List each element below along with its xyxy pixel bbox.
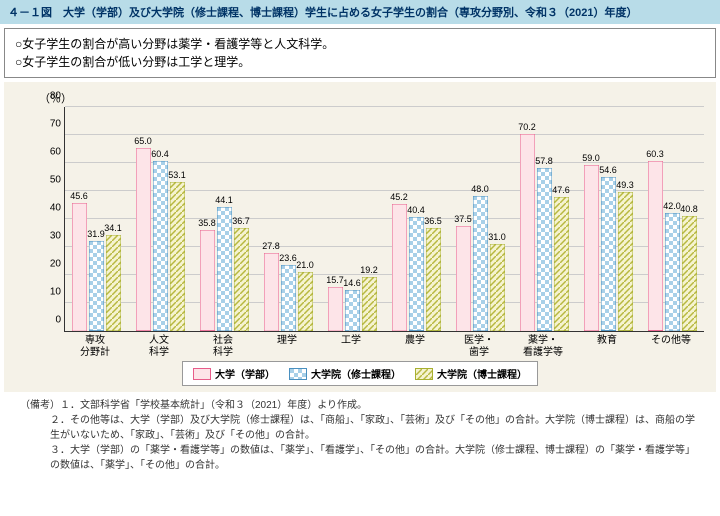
legend-label: 大学院（博士課程） [437, 366, 527, 381]
legend-label: 大学院（修士課程） [311, 366, 401, 381]
figure-title: ４－１図 大学（学部）及び大学院（修士課程、博士課程）学生に占める女子学生の割合… [0, 0, 720, 24]
note-line: １．文部科学省「学校基本統計」（令和３（2021）年度）より作成。 [60, 398, 367, 413]
chart-area: （％） 0102030405060708045.631.934.1専攻分野計65… [4, 82, 716, 392]
legend: 大学（学部） 大学院（修士課程） 大学院（博士課程） [182, 361, 538, 386]
bar-chart: 0102030405060708045.631.934.1専攻分野計65.060… [64, 107, 704, 332]
notes-head: （備考） [20, 398, 60, 413]
summary-box: ○女子学生の割合が高い分野は薬学・看護学等と人文科学。 ○女子学生の割合が低い分… [4, 28, 716, 78]
note-line: ２．その他等は、大学（学部）及び大学院（修士課程）は、「商船」、「家政」、「芸術… [50, 413, 700, 443]
legend-label: 大学（学部） [215, 366, 275, 381]
footnotes: （備考）１．文部科学省「学校基本統計」（令和３（2021）年度）より作成。 ２．… [0, 392, 720, 483]
summary-line: ○女子学生の割合が高い分野は薬学・看護学等と人文科学。 [15, 35, 705, 53]
summary-line: ○女子学生の割合が低い分野は工学と理学。 [15, 53, 705, 71]
note-line: ３．大学（学部）の「薬学・看護学等」の数値は、「薬学」、「看護学」、「その他」の… [50, 443, 700, 473]
